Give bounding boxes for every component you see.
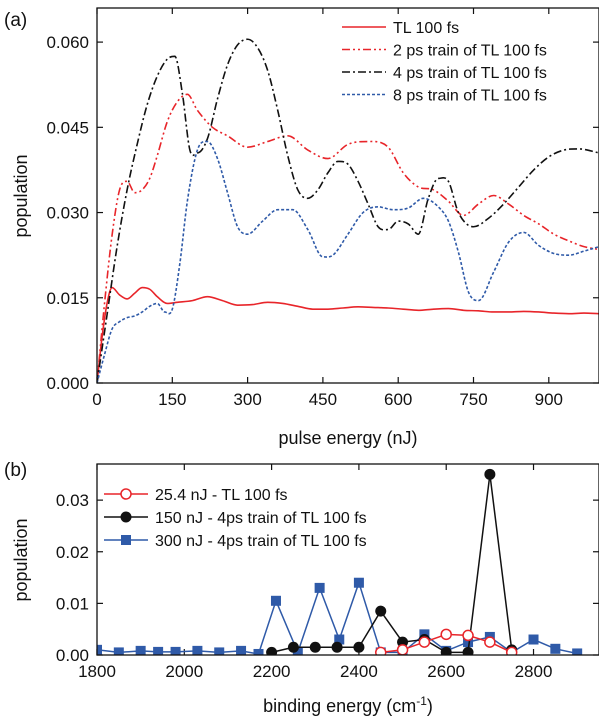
a-plot-frame	[96, 7, 599, 384]
a-series-line-1	[97, 286, 599, 383]
a-ticks	[96, 8, 599, 384]
a-series-group	[97, 38, 599, 383]
b-data-point-3	[314, 582, 325, 593]
b-data-point-3	[192, 645, 203, 655]
a-x-tick-label: 150	[158, 390, 186, 409]
b-data-point-2	[309, 641, 321, 653]
b-data-point-3	[334, 634, 345, 645]
b-data-point-2	[375, 605, 387, 617]
a-series-line-3	[97, 38, 599, 383]
b-y-tick-label: 0.00	[56, 646, 89, 665]
a-series-line-4	[97, 140, 599, 383]
a-x-axis-label: pulse energy (nJ)	[278, 428, 417, 448]
b-data-point-3	[550, 643, 561, 654]
b-legend-label-1: 25.4 nJ - TL 100 fs	[155, 487, 288, 504]
a-y-tick-label: 0.060	[46, 33, 89, 52]
b-y-tick-label: 0.03	[56, 491, 89, 510]
b-legend-label-2: 150 nJ - 4ps train of TL 100 fs	[155, 510, 367, 527]
b-y-axis-label: population	[11, 518, 31, 601]
b-x-tick-label: 2800	[515, 662, 553, 681]
b-data-point-3	[353, 577, 364, 588]
panel-b: 1800 2000 2200 2400 2600 2800 0.00 0.01 0.02 0.03…	[4, 460, 599, 716]
b-legend-marker-1	[120, 488, 132, 500]
b-data-point-1	[462, 629, 474, 642]
a-tick-labels: 0 150 300 450 600 750 900 0.000 0.015 0.030 0.045 0…	[46, 33, 563, 409]
a-x-tick-label: 600	[384, 390, 412, 409]
b-y-tick-label: 0.01	[56, 594, 89, 613]
b-data-point-1	[484, 636, 496, 648]
b-legend-marker-3	[121, 535, 131, 545]
b-x-tick-label: 2400	[340, 662, 378, 681]
a-y-axis-label: population	[11, 154, 31, 237]
a-legend-label-3: 4 ps train of TL 100 fs	[393, 65, 547, 82]
a-x-tick-label: 750	[459, 390, 487, 409]
b-panel-label: (b)	[4, 460, 27, 481]
b-data-point-3	[572, 648, 583, 655]
b-data-point-2	[462, 646, 474, 655]
b-data-point-2	[331, 641, 343, 653]
b-data-point-1	[418, 636, 431, 648]
b-data-point-2	[287, 641, 299, 653]
a-legend-label-4: 8 ps train of TL 100 fs	[393, 88, 547, 105]
b-x-tick-label: 1800	[78, 662, 116, 681]
b-x-axis-label: binding energy (cm-1)	[263, 694, 433, 716]
b-x-tick-label: 2600	[427, 662, 465, 681]
b-data-point-1	[374, 646, 387, 655]
b-x-tick-label: 2200	[253, 662, 291, 681]
b-tick-labels: 1800 2000 2200 2400 2600 2800 0.00 0.01 0.02 0.03	[56, 491, 553, 681]
a-legend-label-1: TL 100 fs	[393, 20, 459, 37]
a-legend: TL 100 fs 2 ps train of TL 100 fs 4 ps tra…	[342, 20, 547, 105]
b-data-point-1	[396, 644, 409, 655]
b-data-point-3	[170, 646, 181, 655]
b-data-point-1	[440, 628, 452, 641]
a-x-tick-label: 450	[309, 390, 337, 409]
b-series-group	[97, 468, 583, 655]
b-data-point-3	[135, 645, 146, 655]
b-plot-frame	[96, 463, 599, 656]
b-data-point-3	[270, 595, 281, 606]
b-data-point-3	[292, 647, 303, 655]
panel-a: 0 150 300 450 600 750 900 0.000 0.015 0.030 0.045 0…	[4, 7, 599, 448]
a-panel-label: (a)	[4, 10, 27, 31]
a-x-tick-label: 0	[92, 390, 101, 409]
b-data-point-1	[505, 646, 518, 655]
a-x-tick-label: 300	[233, 390, 261, 409]
a-y-tick-label: 0.015	[46, 289, 89, 308]
b-data-point-3	[214, 647, 225, 655]
b-data-point-2	[440, 646, 452, 655]
b-data-point-3	[528, 634, 539, 645]
a-y-tick-label: 0.045	[46, 118, 89, 137]
b-x-tick-label: 2000	[165, 662, 203, 681]
b-data-point-2	[353, 641, 365, 653]
b-legend-marker-2	[120, 511, 132, 523]
b-legend-label-3: 300 nJ - 4ps train of TL 100 fs	[155, 533, 367, 550]
a-x-tick-label: 900	[535, 390, 563, 409]
a-legend-label-2: 2 ps train of TL 100 fs	[393, 43, 547, 60]
a-y-tick-label: 0.030	[46, 204, 89, 223]
a-series-line-2	[97, 93, 599, 383]
b-data-point-2	[484, 468, 496, 480]
b-data-point-3	[253, 648, 264, 655]
b-legend: 25.4 nJ - TL 100 fs 150 nJ - 4ps train of…	[104, 487, 367, 550]
b-data-point-3	[236, 645, 247, 655]
b-data-point-2	[266, 646, 278, 655]
b-data-point-3	[97, 644, 102, 655]
b-data-point-3	[463, 637, 474, 648]
b-y-tick-label: 0.02	[56, 543, 89, 562]
a-y-tick-label: 0.000	[46, 374, 89, 393]
b-data-point-3	[113, 647, 124, 655]
b-data-point-3	[153, 646, 164, 655]
